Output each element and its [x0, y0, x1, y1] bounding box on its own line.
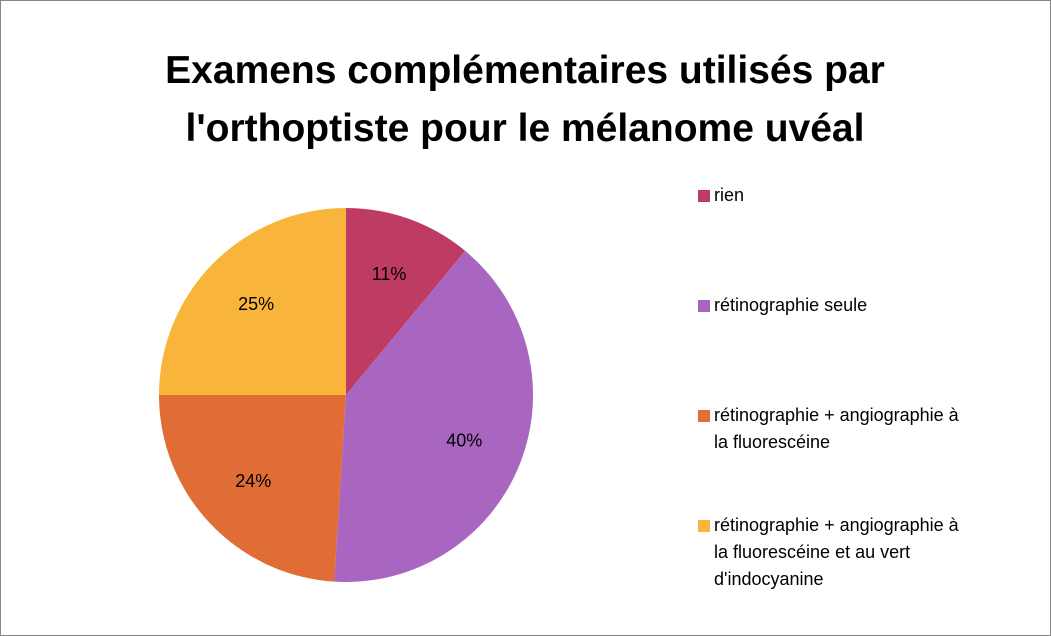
pie-slice — [159, 208, 346, 395]
pie-slice — [346, 208, 466, 395]
legend-swatch — [698, 190, 710, 202]
legend-label: rétinographie seule — [714, 295, 868, 315]
legend-item: rien — [698, 185, 1038, 209]
legend-swatch — [698, 520, 710, 532]
legend-item: rétinographie + angiographie à la fluore… — [698, 515, 1038, 593]
data-label: 24% — [235, 471, 271, 491]
legend-label: rétinographie + angiographie à la fluore… — [714, 405, 959, 452]
data-label: 40% — [446, 431, 482, 451]
pie-slice — [159, 395, 346, 582]
legend-swatch — [698, 300, 710, 312]
legend-item: rétinographie + angiographie à la fluore… — [698, 405, 1038, 456]
pie-slice — [334, 250, 533, 583]
chart-title: Examens complémentaires utilisés par l'o… — [165, 49, 885, 150]
legend-item: rétinographie seule — [698, 295, 1038, 319]
data-label: 11% — [372, 264, 407, 284]
data-label: 25% — [238, 294, 274, 314]
legend-label: rétinographie + angiographie à la fluore… — [714, 515, 959, 589]
legend-swatch — [698, 410, 710, 422]
legend-label: rien — [714, 185, 745, 205]
